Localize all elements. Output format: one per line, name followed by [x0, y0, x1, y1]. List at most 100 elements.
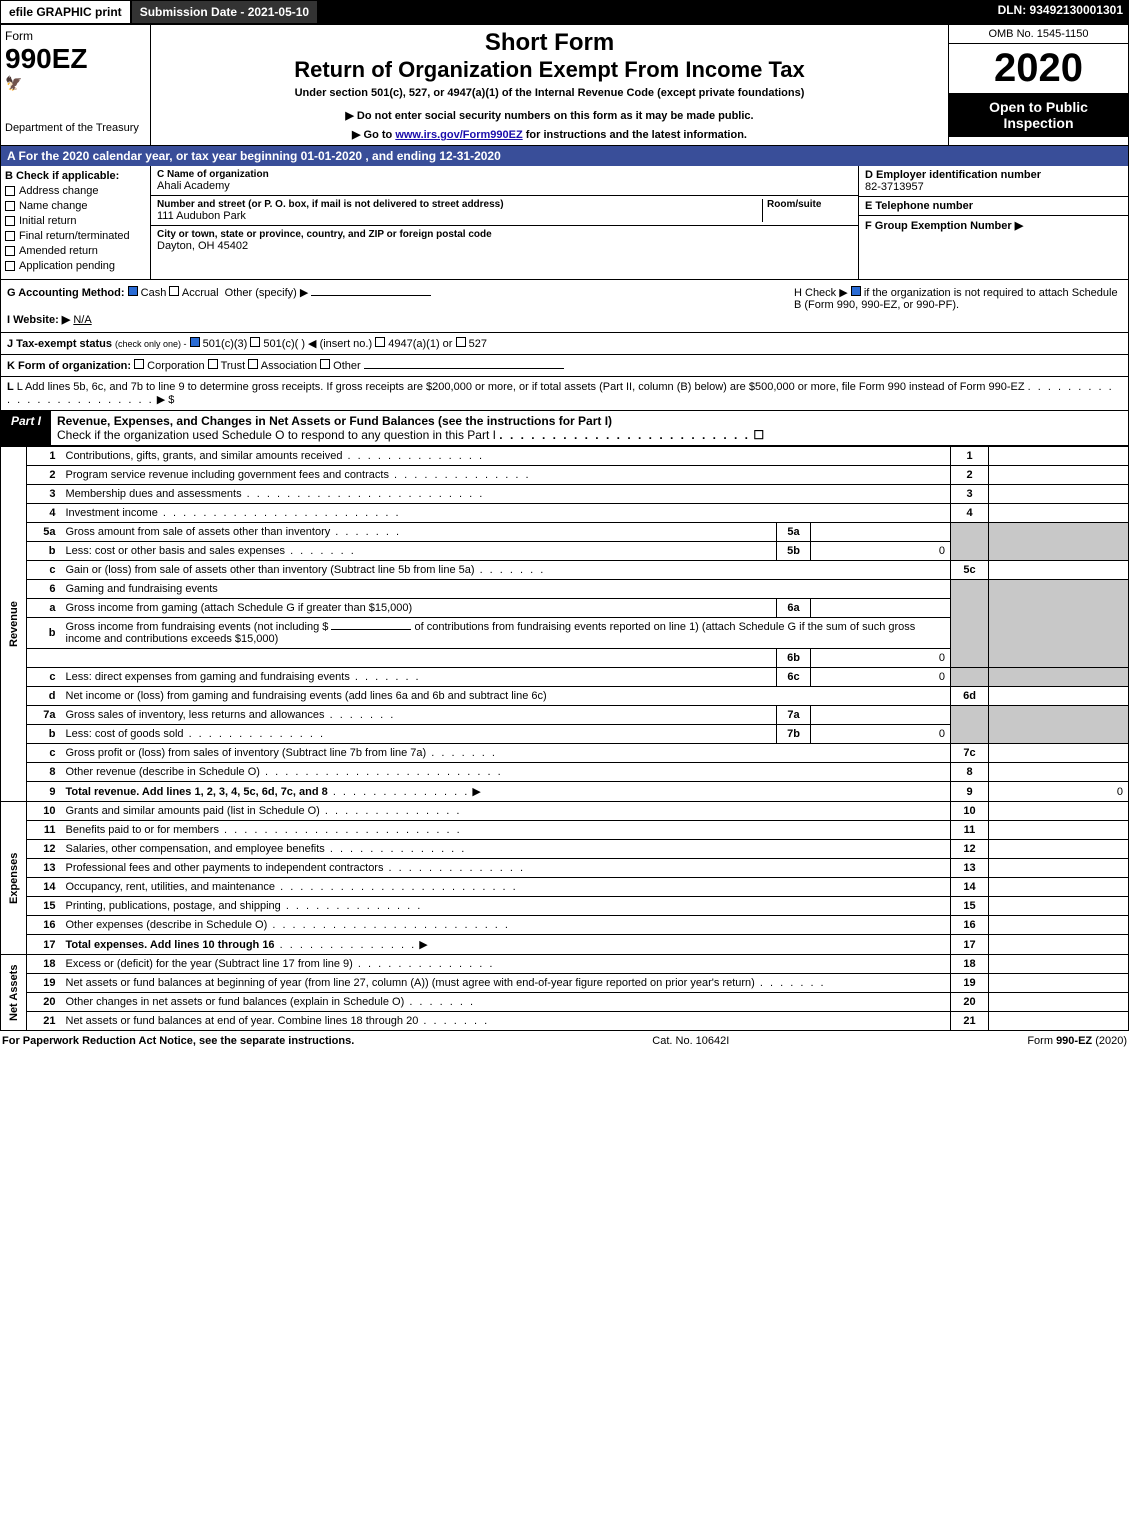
goto-prefix: ▶ Go to: [352, 129, 395, 141]
col-b-checkboxes: B Check if applicable: Address change Na…: [1, 166, 151, 279]
amt-20: [989, 993, 1129, 1012]
val-6a: [811, 599, 951, 618]
l-text: L Add lines 5b, 6c, and 7b to line 9 to …: [17, 381, 1025, 393]
lbl-accrual: Accrual: [182, 287, 219, 299]
lbl-527: 527: [469, 338, 487, 350]
chk-address-change[interactable]: [5, 186, 15, 196]
chk-final-return[interactable]: [5, 231, 15, 241]
amt-21: [989, 1012, 1129, 1031]
line-6b-input[interactable]: [331, 629, 411, 630]
return-title: Return of Organization Exempt From Incom…: [157, 57, 942, 83]
city-label: City or town, state or province, country…: [157, 229, 852, 240]
street-label: Number and street (or P. O. box, if mail…: [157, 199, 762, 210]
line-7b-text: Less: cost of goods sold: [66, 728, 184, 740]
header-mid: Short Form Return of Organization Exempt…: [151, 25, 948, 145]
chk-501c3[interactable]: [190, 337, 200, 347]
netassets-side-label: Net Assets: [1, 955, 27, 1031]
line-7c-text: Gross profit or (loss) from sales of inv…: [66, 747, 427, 759]
org-name-label: C Name of organization: [157, 169, 852, 180]
line-5c-text: Gain or (loss) from sale of assets other…: [66, 564, 475, 576]
line-15-text: Printing, publications, postage, and shi…: [66, 900, 281, 912]
line-7a-text: Gross sales of inventory, less returns a…: [66, 709, 325, 721]
lbl-amended-return: Amended return: [19, 245, 98, 257]
chk-501c[interactable]: [250, 337, 260, 347]
chk-association[interactable]: [248, 359, 258, 369]
form-word: Form: [5, 29, 146, 43]
part-1-check-icon[interactable]: ☐: [753, 428, 764, 442]
amt-9: 0: [989, 782, 1129, 802]
lbl-corporation: Corporation: [147, 360, 204, 372]
amt-6d: [989, 687, 1129, 706]
lbl-final-return: Final return/terminated: [19, 230, 130, 242]
chk-cash[interactable]: [128, 286, 138, 296]
other-org-input[interactable]: [364, 368, 564, 369]
tax-year: 2020: [949, 44, 1128, 93]
amt-3: [989, 485, 1129, 504]
h-prefix: H Check ▶: [794, 287, 851, 299]
col-b-title: B Check if applicable:: [5, 170, 146, 182]
revenue-side-label: Revenue: [1, 447, 27, 802]
j-label: J Tax-exempt status: [7, 338, 112, 350]
amt-15: [989, 897, 1129, 916]
under-section: Under section 501(c), 527, or 4947(a)(1)…: [157, 87, 942, 99]
chk-application-pending[interactable]: [5, 261, 15, 271]
chk-amended-return[interactable]: [5, 246, 15, 256]
ein-value: 82-3713957: [865, 181, 1122, 193]
chk-trust[interactable]: [208, 359, 218, 369]
line-5a-text: Gross amount from sale of assets other t…: [66, 526, 331, 538]
line-18-text: Excess or (deficit) for the year (Subtra…: [66, 958, 353, 970]
lbl-insert-no: ◀ (insert no.): [308, 338, 372, 350]
part-1-dots: [499, 428, 750, 442]
line-16-text: Other expenses (describe in Schedule O): [66, 919, 268, 931]
chk-527[interactable]: [456, 337, 466, 347]
city-value: Dayton, OH 45402: [157, 240, 852, 252]
amt-2: [989, 466, 1129, 485]
line-5b-text: Less: cost or other basis and sales expe…: [66, 545, 286, 557]
form-table: Revenue 1Contributions, gifts, grants, a…: [0, 446, 1129, 1031]
i-website-label: I Website: ▶: [7, 314, 70, 326]
line-9-text: Total revenue. Add lines 1, 2, 3, 4, 5c,…: [66, 786, 328, 798]
amt-14: [989, 878, 1129, 897]
l-gross-receipts: L L Add lines 5b, 6c, and 7b to line 9 t…: [0, 377, 1129, 411]
k-form-org: K Form of organization: Corporation Trus…: [0, 355, 1129, 377]
chk-initial-return[interactable]: [5, 216, 15, 226]
amt-5c: [989, 561, 1129, 580]
irs-link[interactable]: www.irs.gov/Form990EZ: [395, 129, 522, 141]
chk-accrual[interactable]: [169, 286, 179, 296]
efile-print-button[interactable]: efile GRAPHIC print: [0, 0, 131, 24]
chk-other-org[interactable]: [320, 359, 330, 369]
amt-7c: [989, 744, 1129, 763]
chk-schedule-b[interactable]: [851, 286, 861, 296]
street-value: 111 Audubon Park: [157, 210, 762, 222]
ssn-notice: ▶ Do not enter social security numbers o…: [157, 109, 942, 122]
chk-corporation[interactable]: [134, 359, 144, 369]
lbl-association: Association: [261, 360, 317, 372]
line-6a-text: Gross income from gaming (attach Schedul…: [66, 602, 413, 614]
header-left: Form 990EZ 🦅 Department of the Treasury: [1, 25, 151, 145]
other-method-input[interactable]: [311, 295, 431, 296]
chk-4947[interactable]: [375, 337, 385, 347]
line-14-text: Occupancy, rent, utilities, and maintena…: [66, 881, 276, 893]
lbl-address-change: Address change: [19, 185, 99, 197]
footer-right: Form 990-EZ (2020): [1027, 1035, 1127, 1047]
part-1-label: Part I: [1, 411, 51, 445]
row-a-tax-year: A For the 2020 calendar year, or tax yea…: [0, 146, 1129, 166]
footer-left: For Paperwork Reduction Act Notice, see …: [2, 1035, 354, 1047]
line-11-text: Benefits paid to or for members: [66, 824, 219, 836]
part-1-header: Part I Revenue, Expenses, and Changes in…: [0, 411, 1129, 446]
val-6c: 0: [811, 668, 951, 687]
line-17-text: Total expenses. Add lines 10 through 16: [66, 939, 275, 951]
val-7a: [811, 706, 951, 725]
line-8-text: Other revenue (describe in Schedule O): [66, 766, 260, 778]
submission-date-button[interactable]: Submission Date - 2021-05-10: [131, 0, 318, 24]
chk-name-change[interactable]: [5, 201, 15, 211]
org-name-value: Ahali Academy: [157, 180, 852, 192]
website-value: N/A: [73, 314, 91, 326]
val-5b: 0: [811, 542, 951, 561]
j-tax-exempt: J Tax-exempt status (check only one) - 5…: [0, 333, 1129, 355]
col-def: D Employer identification number 82-3713…: [858, 166, 1128, 279]
amt-19: [989, 974, 1129, 993]
line-19-text: Net assets or fund balances at beginning…: [66, 977, 755, 989]
k-label: K Form of organization:: [7, 360, 131, 372]
g-label: G Accounting Method:: [7, 287, 125, 299]
